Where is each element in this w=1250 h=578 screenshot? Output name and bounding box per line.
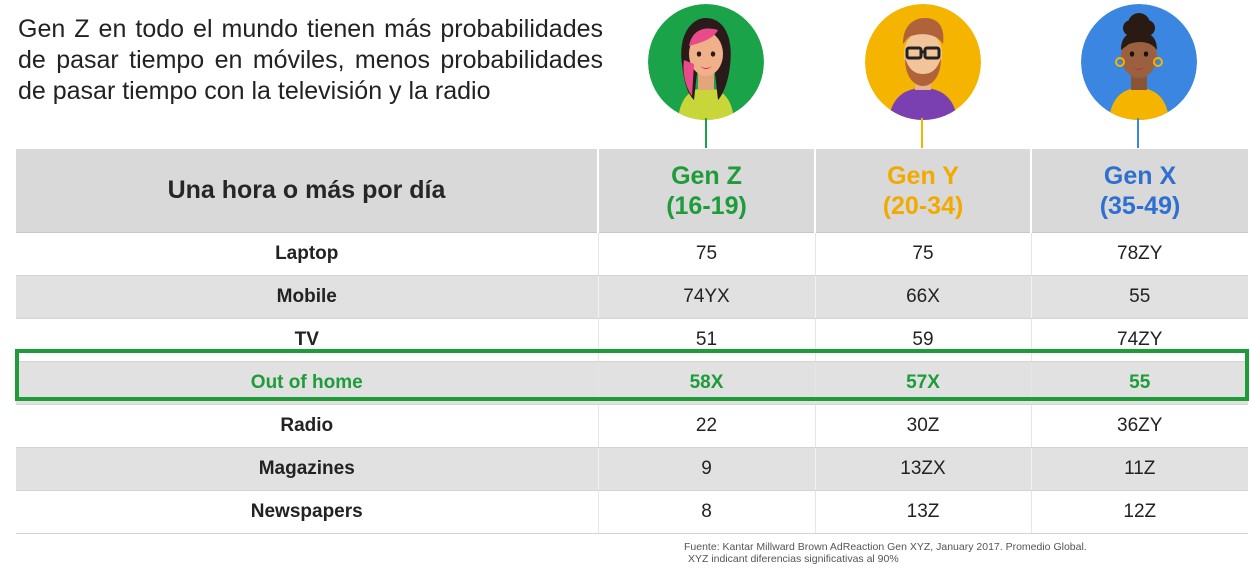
- cell-gen-x: 55: [1030, 275, 1248, 319]
- table-row-laptop: Laptop 75 75 78ZY: [16, 232, 1248, 276]
- gen-z-range: (16-19): [666, 191, 747, 220]
- cell-gen-z: 74YX: [597, 275, 815, 319]
- woman-curly-hair-avatar-icon: [1081, 4, 1197, 120]
- cell-gen-z: 8: [597, 490, 815, 534]
- row-label: Out of home: [16, 361, 598, 405]
- row-label: Newspapers: [16, 490, 598, 534]
- row-label: TV: [16, 318, 598, 362]
- cell-gen-z: 58X: [597, 361, 815, 405]
- header-gen-z: Gen Z (16-19): [597, 149, 815, 233]
- row-label: Laptop: [16, 232, 598, 276]
- gen-y-range: (20-34): [882, 191, 964, 220]
- table-row-magazines: Magazines 9 13ZX 11Z: [16, 447, 1248, 491]
- gen-x-range: (35-49): [1099, 191, 1181, 220]
- table-row-tv: TV 51 59 74ZY: [16, 318, 1248, 362]
- gen-z-name: Gen Z: [671, 161, 742, 190]
- cell-gen-y: 75: [814, 232, 1031, 276]
- row-label: Magazines: [16, 447, 598, 491]
- cell-gen-y: 30Z: [814, 404, 1031, 448]
- table-row-mobile: Mobile 74YX 66X 55: [16, 275, 1248, 319]
- cell-gen-x: 74ZY: [1030, 318, 1248, 362]
- gen-x-connector-line: [1137, 118, 1139, 148]
- cell-gen-z: 75: [597, 232, 815, 276]
- source-note: Fuente: Kantar Millward Brown AdReaction…: [684, 541, 1204, 565]
- cell-gen-y: 57X: [814, 361, 1031, 405]
- man-glasses-beard-avatar-icon: [865, 4, 981, 120]
- headline: Gen Z en todo el mundo tienen más probab…: [18, 15, 603, 105]
- header-gen-y: Gen Y (20-34): [814, 149, 1031, 233]
- table-row-out-of-home: Out of home 58X 57X 55: [16, 361, 1248, 405]
- header-gen-x: Gen X (35-49): [1030, 149, 1248, 233]
- source-line: Fuente: Kantar Millward Brown AdReaction…: [684, 541, 1087, 553]
- cell-gen-x: 11Z: [1030, 447, 1248, 491]
- cell-gen-x: 12Z: [1030, 490, 1248, 534]
- usage-table: Una hora o más por día Gen Z (16-19) Gen…: [16, 149, 1248, 534]
- table-row-radio: Radio 22 30Z 36ZY: [16, 404, 1248, 448]
- cell-gen-x: 36ZY: [1030, 404, 1248, 448]
- gen-z-connector-line: [705, 118, 707, 148]
- gen-y-connector-line: [921, 118, 923, 148]
- cell-gen-y: 13ZX: [814, 447, 1031, 491]
- row-label: Mobile: [16, 275, 598, 319]
- cell-gen-y: 59: [814, 318, 1031, 362]
- table-row-newspapers: Newspapers 8 13Z 12Z: [16, 490, 1248, 534]
- gen-y-name: Gen Y: [887, 161, 959, 190]
- gen-x-name: Gen X: [1103, 161, 1177, 190]
- cell-gen-z: 9: [597, 447, 815, 491]
- woman-pink-hair-avatar-icon: [648, 4, 764, 120]
- cell-gen-x: 78ZY: [1030, 232, 1248, 276]
- header-label: Una hora o más por día: [16, 149, 598, 233]
- cell-gen-z: 22: [597, 404, 815, 448]
- cell-gen-x: 55: [1030, 361, 1248, 405]
- significance-note: XYZ indicant diferencias significativas …: [688, 553, 899, 565]
- cell-gen-z: 51: [597, 318, 815, 362]
- cell-gen-y: 66X: [814, 275, 1031, 319]
- table-header-row: Una hora o más por día Gen Z (16-19) Gen…: [16, 149, 1248, 233]
- row-label: Radio: [16, 404, 598, 448]
- cell-gen-y: 13Z: [814, 490, 1031, 534]
